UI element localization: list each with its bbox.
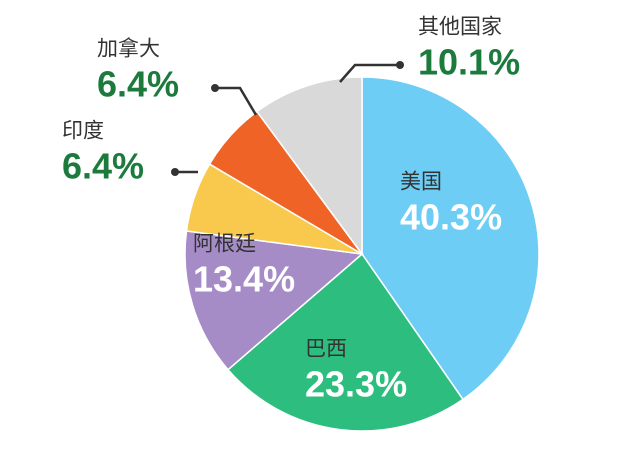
slice-label: 其他国家 xyxy=(418,16,502,39)
slice-label: 巴西 xyxy=(305,338,347,361)
pie-slice xyxy=(255,76,363,257)
leader-line xyxy=(339,63,400,83)
leader-dot xyxy=(171,168,179,176)
leader-dot xyxy=(396,61,404,69)
leader-dot xyxy=(211,84,219,92)
pie-slice xyxy=(361,76,540,401)
slice-label: 阿根廷 xyxy=(193,233,256,256)
value-label: 13.4% xyxy=(193,259,295,300)
pie-slice xyxy=(226,252,464,432)
value-label: 6.4% xyxy=(97,64,179,105)
value-label: 6.4% xyxy=(62,146,144,187)
slice-label: 印度 xyxy=(62,120,104,143)
leader-line xyxy=(215,86,258,116)
value-label: 23.3% xyxy=(305,364,407,405)
value-label: 10.1% xyxy=(418,42,520,83)
slice-label: 加拿大 xyxy=(97,37,160,61)
pie-slice xyxy=(184,230,364,371)
slice-label: 美国 xyxy=(400,171,442,194)
value-label: 40.3% xyxy=(400,197,502,238)
